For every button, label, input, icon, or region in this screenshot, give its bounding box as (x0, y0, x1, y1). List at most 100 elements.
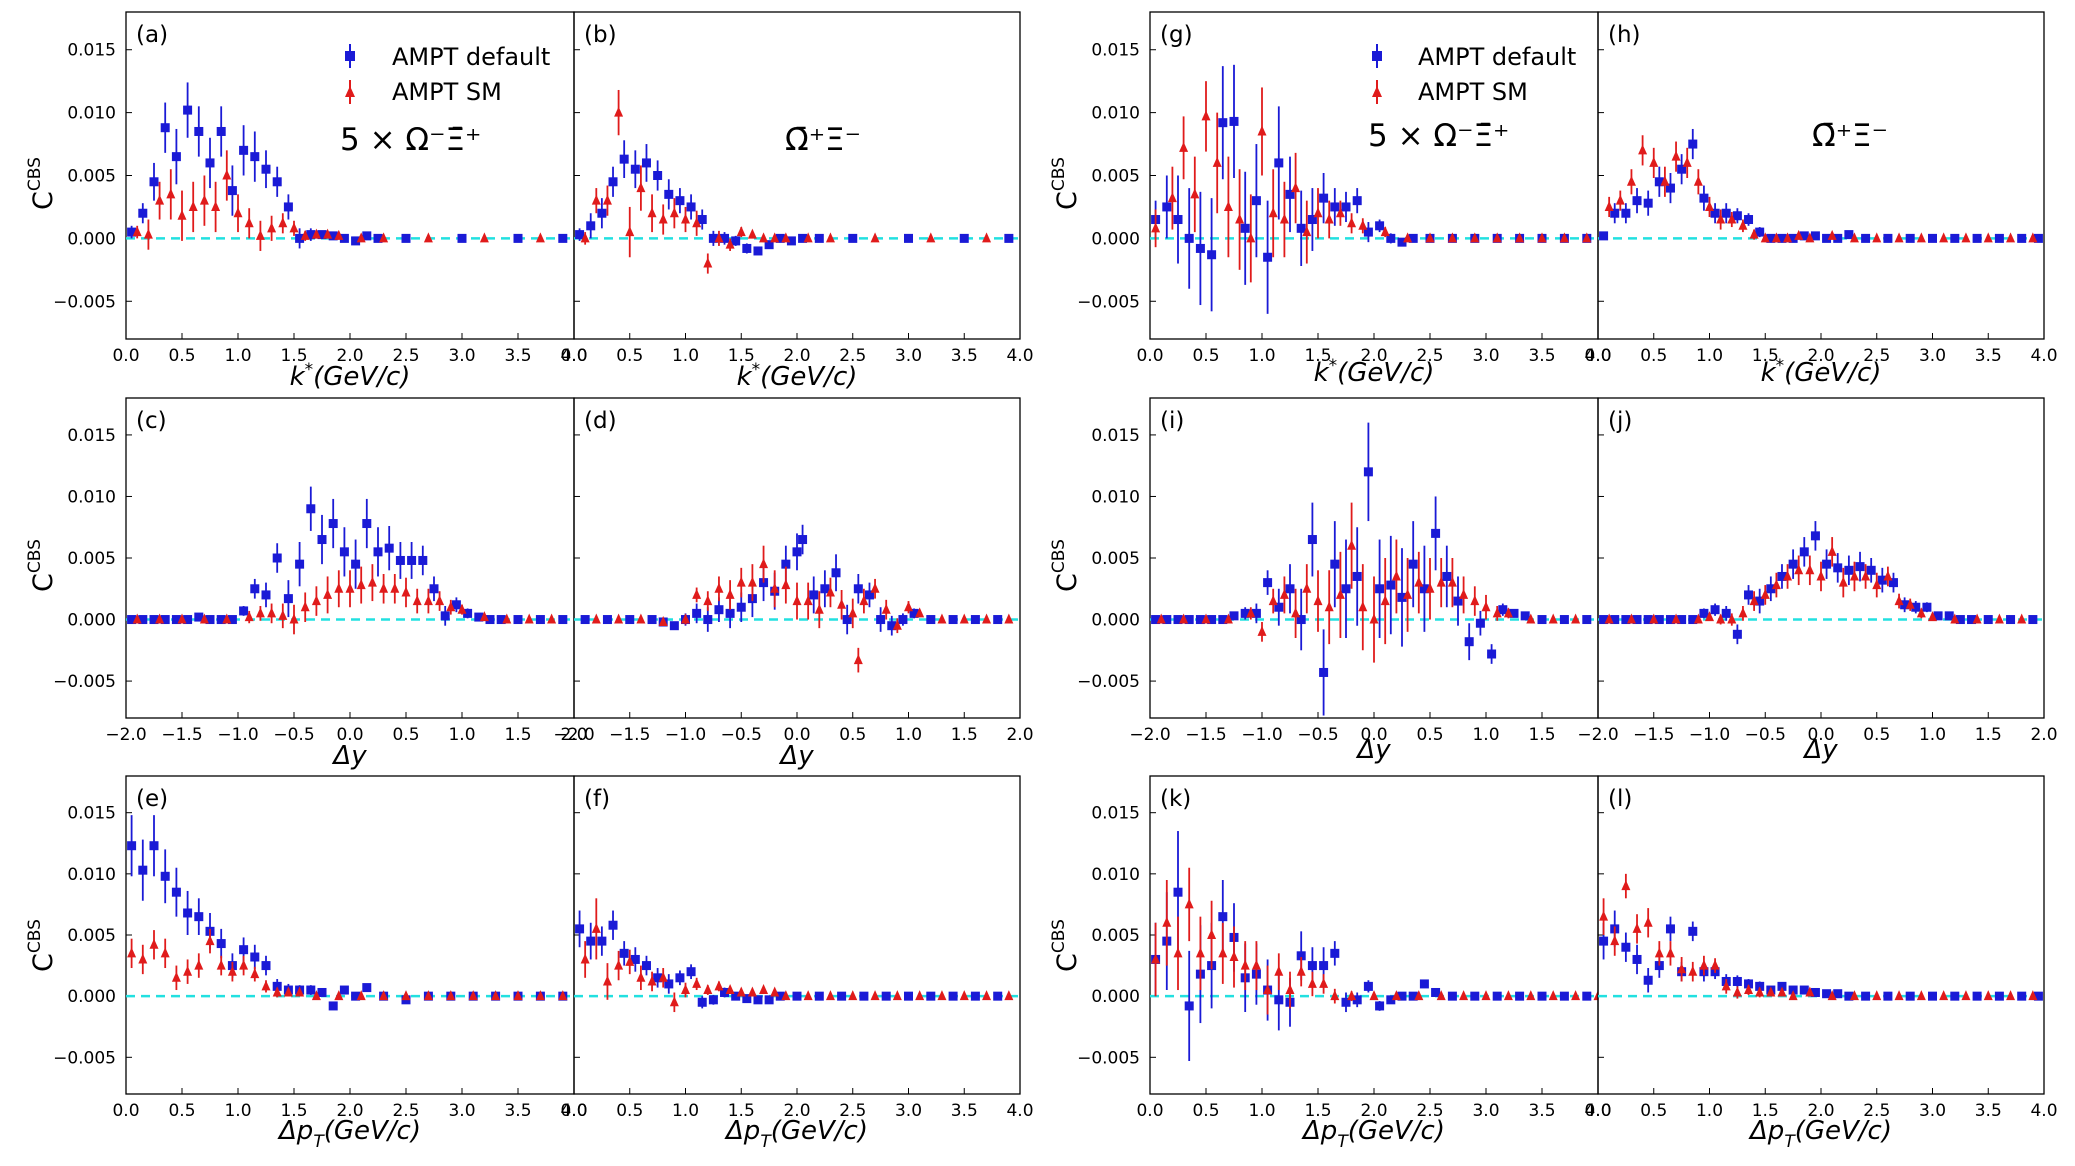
default-point (2033, 233, 2043, 243)
default-point (1537, 615, 1547, 625)
y-tick-label: −0.005 (53, 672, 116, 692)
sm-point (2006, 232, 2016, 243)
sm-point (1296, 965, 1306, 976)
default-point (904, 233, 913, 243)
x-tick-label: 1.0 (895, 725, 922, 745)
y-tick-label: 0.005 (67, 167, 116, 187)
sm-point (1229, 951, 1239, 962)
default-point (641, 961, 651, 971)
sm-point (1749, 595, 1759, 606)
default-point (1330, 202, 1340, 212)
default-point (127, 227, 137, 237)
x-tick-label: 2.5 (1863, 1101, 1890, 1121)
sm-point (289, 613, 299, 624)
plot-area (1599, 128, 2043, 243)
sm-point (356, 232, 366, 243)
default-point (1173, 615, 1183, 625)
sm-point (1179, 613, 1189, 624)
sm-point (1004, 613, 1014, 624)
y-tick-label: 0.015 (1091, 426, 1140, 446)
default-point (714, 605, 724, 615)
sm-point (446, 601, 456, 612)
x-tick-label: 3.5 (1528, 346, 1555, 366)
default-point (948, 991, 958, 1001)
default-point (1833, 233, 1843, 243)
sm-point (1621, 880, 1631, 891)
sm-point (714, 582, 724, 593)
sm-point (356, 990, 366, 1001)
default-point (216, 939, 226, 949)
sm-point (636, 613, 646, 624)
default-point (1905, 233, 1915, 243)
legend-right: AMPT default AMPT SM (1372, 43, 1576, 106)
sm-point (267, 607, 277, 618)
sm-point (982, 613, 992, 624)
x-tick-label: 0.5 (168, 1101, 195, 1121)
y-tick-label: 0.010 (1091, 865, 1140, 885)
default-point (1788, 559, 1798, 569)
default-point (753, 246, 763, 256)
default-point (814, 233, 824, 243)
panel-c: 0.015 0.010 0.005 0.000 −0.005 −2.0 −1.5 −1.0 −0… (53, 397, 588, 745)
default-point (926, 991, 936, 1001)
default-point (558, 615, 568, 625)
default-point (1710, 208, 1720, 218)
default-point (697, 215, 707, 225)
sm-point (1537, 232, 1547, 243)
sm-point (681, 984, 690, 995)
sm-point (1425, 232, 1435, 243)
sm-point (1330, 990, 1340, 1001)
sm-point (714, 980, 724, 991)
default-point (2017, 233, 2027, 243)
default-point (1498, 605, 1508, 615)
sm-point (1916, 607, 1926, 618)
default-point (1699, 608, 1709, 618)
default-point (160, 615, 170, 625)
default-point (1442, 571, 1452, 581)
default-point (764, 995, 774, 1005)
default-point (720, 233, 730, 243)
default-point (1195, 615, 1205, 625)
y-tick-label: −0.005 (1077, 1048, 1140, 1068)
legend-default-marker (1372, 51, 1382, 61)
default-point (853, 584, 863, 594)
sm-point (859, 595, 869, 606)
x-tick-label: 2.0 (336, 346, 363, 366)
sm-point (982, 232, 992, 243)
x-tick-label: 3.5 (504, 346, 531, 366)
sm-point (1347, 217, 1357, 228)
sm-point (390, 582, 400, 593)
sm-point (681, 613, 690, 624)
default-point (1341, 584, 1351, 594)
sm-point (1223, 613, 1233, 624)
default-point (463, 608, 473, 618)
x-tick-label: 1.5 (1304, 346, 1331, 366)
default-point (171, 152, 181, 162)
default-point (1408, 559, 1418, 569)
sm-point (1235, 213, 1245, 224)
default-point (686, 967, 696, 977)
default-point (513, 615, 523, 625)
default-point (1610, 208, 1620, 218)
sm-point (1599, 910, 1609, 921)
default-point (1274, 602, 1284, 612)
default-point (407, 555, 417, 565)
sm-point (937, 990, 947, 1001)
x-tick-label: −1.0 (1689, 725, 1730, 745)
sm-point (2017, 613, 2027, 624)
panel-letter: (b) (584, 22, 617, 48)
x-tick-label: 0.0 (1584, 1101, 1611, 1121)
sm-point (714, 232, 724, 243)
sm-point (300, 229, 310, 240)
x-axis-label-b: k*(GeV/c) (737, 360, 858, 392)
legend-sm-marker (1372, 86, 1382, 97)
default-point (1375, 584, 1385, 594)
x-tick-label: 1.5 (280, 1101, 307, 1121)
sm-point (244, 217, 254, 228)
sm-point (1403, 232, 1413, 243)
sm-point (457, 603, 467, 614)
default-point (440, 611, 450, 621)
default-point (1744, 215, 1754, 225)
sm-point (1251, 959, 1261, 970)
sm-point (1732, 986, 1742, 997)
